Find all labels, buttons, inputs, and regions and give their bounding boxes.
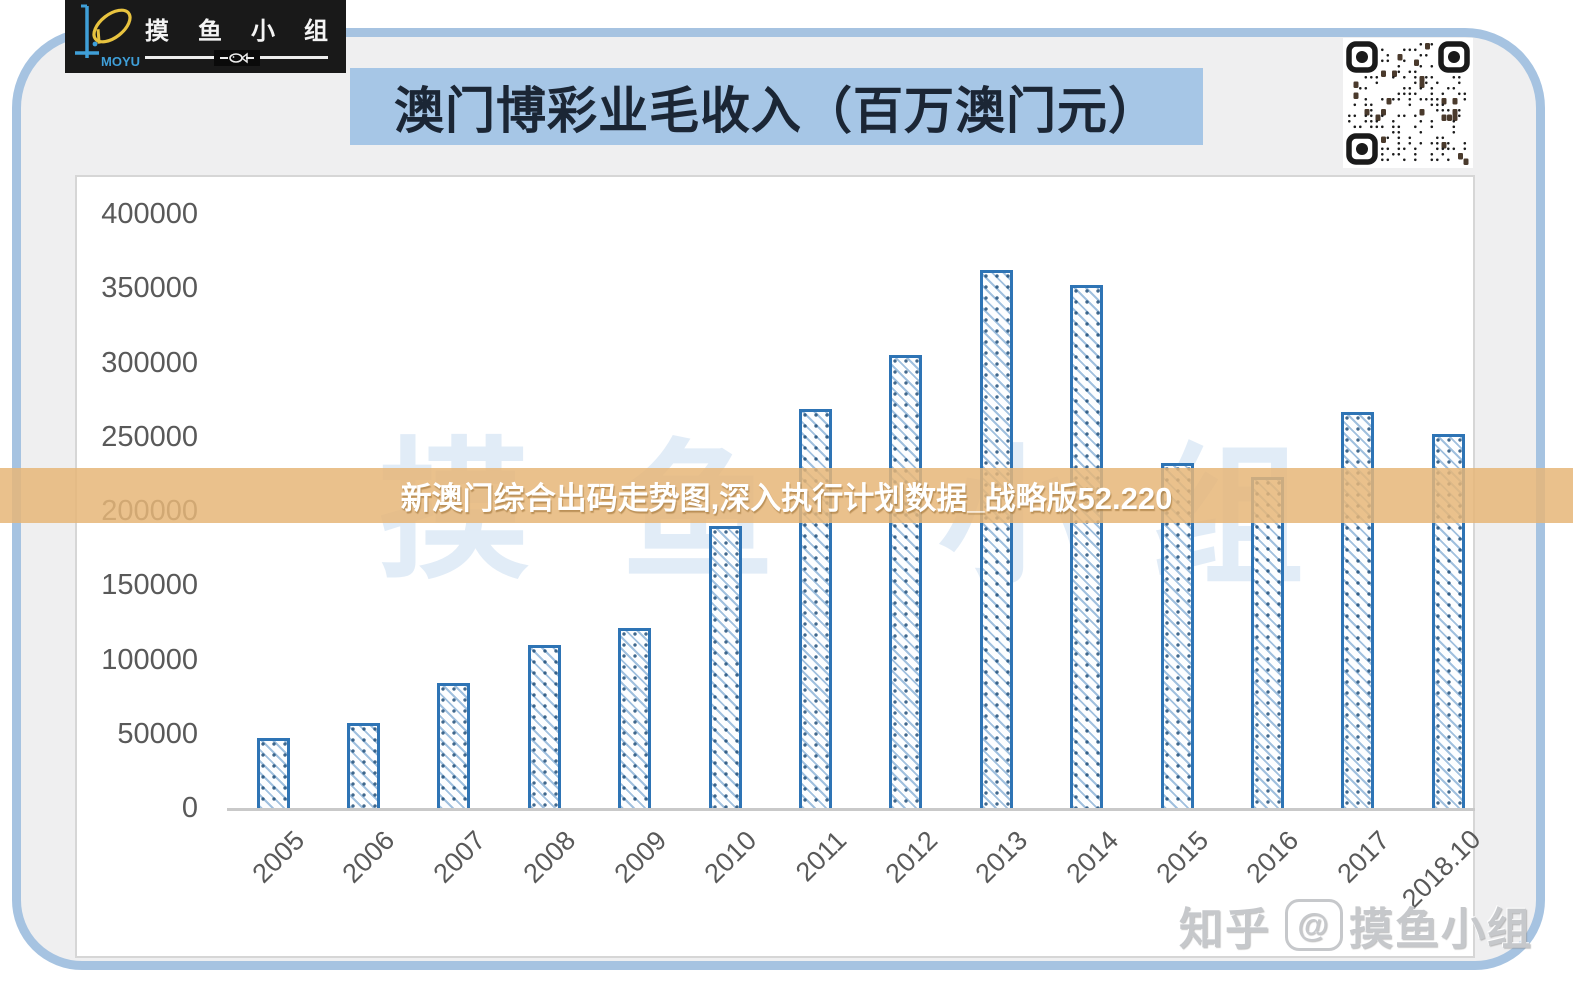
- zhihu-logo-icon: @: [1285, 899, 1343, 951]
- chart-title-banner: 澳门博彩业毛收入（百万澳门元）: [350, 68, 1203, 145]
- bar-2005: [256, 738, 290, 808]
- logo-brand-cn: 摸鱼小组: [143, 7, 334, 48]
- fish-icon: [213, 50, 260, 66]
- y-tick-label: 350000: [101, 272, 198, 305]
- logo-brand-cn-char: 组: [304, 18, 328, 45]
- y-tick-label: 100000: [101, 643, 198, 676]
- y-tick-label: 400000: [101, 198, 198, 230]
- zhihu-handle: 摸鱼小组: [1349, 905, 1533, 954]
- moyu-fish-hook-icon: MOYU: [65, 0, 143, 73]
- moyu-logo: MOYU 摸 鱼 小 组: [65, 0, 346, 73]
- logo-brand-cn-char: 摸: [145, 18, 169, 45]
- y-tick-label: 50000: [117, 717, 198, 750]
- bar-2013: [979, 270, 1013, 808]
- y-tick-label: 300000: [101, 346, 198, 379]
- logo-brand-en: MOYU: [101, 54, 140, 69]
- bar-2009: [618, 628, 652, 808]
- bar-2007: [437, 683, 471, 808]
- logo-brand-cn-char: 鱼: [198, 18, 222, 45]
- logo-underline: [145, 50, 328, 66]
- chart-panel: [75, 175, 1475, 958]
- y-tick-label: 250000: [101, 420, 198, 453]
- zhihu-watermark: 知乎 @ 摸鱼小组: [1179, 893, 1533, 957]
- y-tick-label: 0: [181, 792, 198, 824]
- overlay-banner: 新澳门综合出码走势图,深入执行计划数据_战略版52.220: [0, 468, 1573, 523]
- bar-2014: [1070, 285, 1104, 808]
- overlay-banner-text: 新澳门综合出码走势图,深入执行计划数据_战略版52.220: [400, 481, 1173, 516]
- bar-2010: [708, 526, 742, 808]
- bar-2015: [1160, 463, 1194, 808]
- bar-2006: [346, 723, 380, 808]
- bar-2012: [889, 355, 923, 808]
- logo-brand-cn-char: 小: [251, 18, 275, 45]
- bar-2016: [1250, 477, 1284, 808]
- chart-title: 澳门博彩业毛收入（百万澳门元）: [394, 82, 1159, 139]
- qr-code: [1343, 38, 1473, 168]
- zhihu-site-label: 知乎: [1179, 905, 1271, 954]
- y-tick-label: 150000: [101, 569, 198, 602]
- bar-2008: [527, 645, 561, 808]
